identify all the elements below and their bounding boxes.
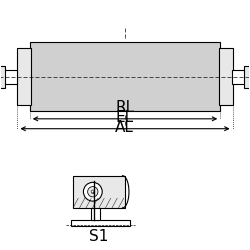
Text: AL: AL	[115, 120, 134, 135]
Bar	[0, 66, 5, 88]
Bar	[244, 66, 250, 88]
Circle shape	[84, 182, 102, 201]
Bar	[4, 70, 18, 84]
Bar	[30, 42, 220, 112]
Circle shape	[88, 186, 98, 197]
Bar	[232, 70, 246, 84]
Text: EL: EL	[116, 110, 134, 125]
Bar	[73, 176, 125, 208]
Circle shape	[91, 190, 94, 194]
Bar	[18, 48, 31, 105]
Text: RL: RL	[116, 100, 134, 115]
Text: S1: S1	[89, 229, 109, 244]
Bar	[219, 48, 232, 105]
Bar	[92, 192, 100, 220]
Bar	[70, 220, 130, 226]
